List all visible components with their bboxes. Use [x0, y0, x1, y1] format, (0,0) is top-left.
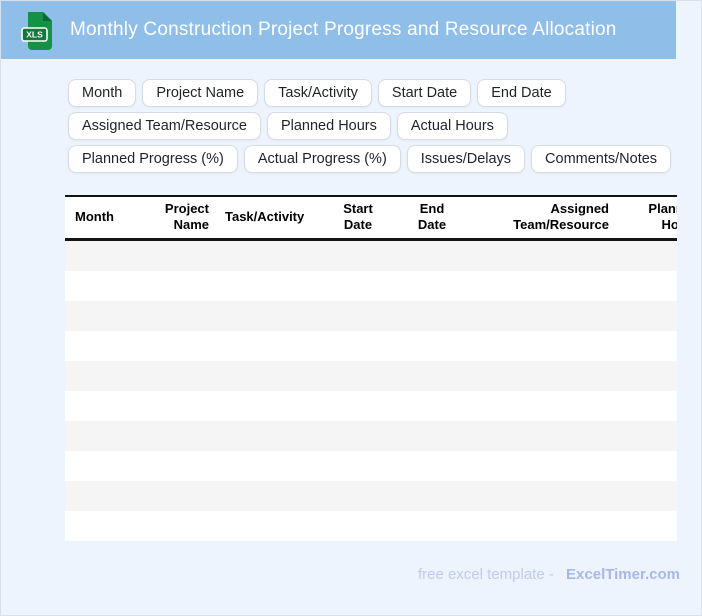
chip-planned-progress[interactable]: Planned Progress (%) — [68, 145, 238, 173]
footer-brand-link[interactable]: ExcelTimer.com — [566, 565, 680, 583]
table-row — [65, 480, 677, 511]
column-header-planned-hours: Planned Hours — [648, 201, 677, 233]
column-header-month: Month — [75, 209, 114, 225]
chip-month[interactable]: Month — [68, 79, 137, 107]
table-body — [65, 240, 677, 541]
table-row — [65, 390, 677, 421]
column-chip-list: Month Project Name Task/Activity Start D… — [68, 79, 678, 173]
column-header-assigned-team-resource: Assigned Team/Resource — [513, 201, 609, 233]
xls-file-icon: XLS — [21, 12, 52, 50]
chip-planned-hours[interactable]: Planned Hours — [266, 112, 391, 140]
chip-comments-notes[interactable]: Comments/Notes — [531, 145, 672, 173]
chip-issues-delays[interactable]: Issues/Delays — [406, 145, 526, 173]
table-row — [65, 330, 677, 361]
column-header-task-activity: Task/Activity — [225, 209, 305, 225]
table-row — [65, 420, 677, 451]
table-row — [65, 360, 677, 391]
table-row — [65, 240, 677, 271]
footer-tagline: free excel template - — [417, 565, 554, 583]
column-header-start-date: Start Date — [343, 201, 373, 233]
svg-text:XLS: XLS — [26, 30, 43, 40]
chip-start-date[interactable]: Start Date — [377, 79, 472, 107]
table-row — [65, 300, 677, 331]
chip-task-activity[interactable]: Task/Activity — [264, 79, 372, 107]
chip-actual-progress[interactable]: Actual Progress (%) — [243, 145, 401, 173]
chip-assigned-team-resource[interactable]: Assigned Team/Resource — [68, 112, 261, 140]
page-footer: free excel template - ExcelTimer.com — [1, 566, 701, 583]
chip-actual-hours[interactable]: Actual Hours — [396, 112, 508, 140]
column-header-end-date: End Date — [417, 201, 447, 233]
table-row — [65, 510, 677, 541]
spreadsheet-preview: Month Project Name Task/Activity Start D… — [65, 195, 677, 541]
preview-table: Month Project Name Task/Activity Start D… — [65, 195, 677, 241]
table-row — [65, 450, 677, 481]
column-header-project-name: Project Name — [164, 201, 209, 233]
chip-project-name[interactable]: Project Name — [142, 79, 259, 107]
table-header-row: Month Project Name Task/Activity Start D… — [65, 196, 677, 239]
page-title: Monthly Construction Project Progress an… — [70, 19, 617, 40]
app-header: XLS Monthly Construction Project Progres… — [1, 1, 676, 59]
chip-end-date[interactable]: End Date — [477, 79, 566, 107]
table-row — [65, 270, 677, 301]
